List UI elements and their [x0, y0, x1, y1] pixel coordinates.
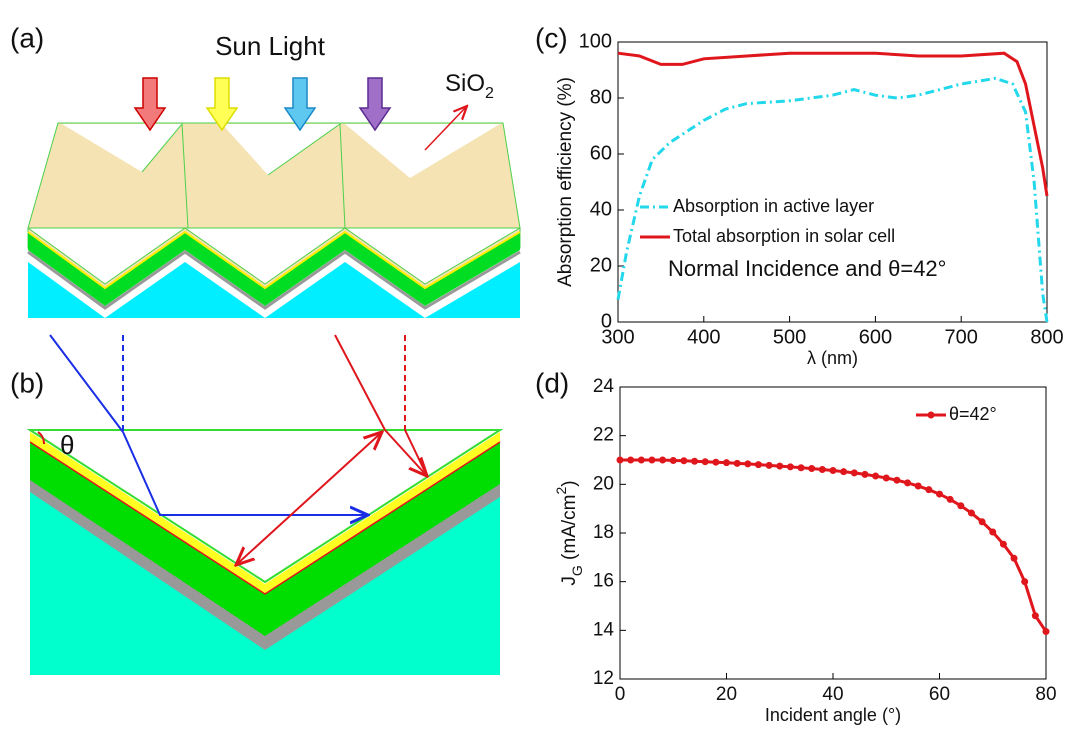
series-marker — [1010, 554, 1018, 562]
series-marker — [701, 458, 709, 466]
panel-label: (b) — [10, 367, 44, 398]
y-label-part: ) — [559, 480, 580, 486]
series-marker — [797, 464, 805, 472]
series-marker — [786, 463, 794, 471]
series-marker — [627, 456, 635, 464]
y-tick-label: 80 — [590, 86, 612, 108]
series-marker — [712, 458, 720, 466]
x-tick-label: 300 — [601, 326, 634, 348]
y-tick-label: 0 — [601, 310, 612, 332]
series-marker — [967, 509, 975, 517]
x-tick-label: 80 — [1035, 684, 1056, 705]
plot-frame — [617, 41, 1048, 323]
sio2-label: SiO2 — [445, 70, 494, 101]
series-line — [617, 51, 1049, 197]
series-marker — [999, 540, 1007, 548]
x-tick-label: 40 — [822, 684, 843, 705]
series-line — [620, 458, 1048, 633]
x-axis-label: Incident angle (°) — [765, 705, 901, 725]
series-marker — [808, 465, 816, 473]
x-tick-label: 500 — [773, 326, 806, 348]
panel-label: (c) — [535, 22, 568, 53]
legend-label: Total absorption in solar cell — [673, 226, 895, 246]
series-marker — [989, 528, 997, 536]
x-tick-label: 800 — [1030, 326, 1063, 348]
series-marker — [744, 460, 752, 468]
sun-light-label: Sun Light — [215, 31, 326, 61]
series-marker — [669, 456, 677, 464]
y-tick-label: 24 — [593, 376, 615, 397]
x-tick-label: 600 — [859, 326, 892, 348]
panel-label: (d) — [535, 367, 569, 398]
y-axis-label: Absorption efficiency (%) — [555, 77, 576, 287]
annotation: Normal Incidence and θ=42° — [668, 256, 946, 281]
series-marker — [957, 502, 965, 510]
y-tick-label: 60 — [590, 142, 612, 164]
series-marker — [723, 459, 730, 467]
series-marker — [893, 476, 901, 484]
y-label-subscript: G — [569, 565, 585, 576]
sio2-subscript: 2 — [485, 85, 494, 102]
series-marker — [1021, 578, 1029, 586]
series-marker — [872, 472, 880, 480]
series-marker — [850, 469, 858, 477]
series-marker — [754, 461, 762, 469]
y-tick-label: 100 — [579, 30, 612, 52]
y-label-part: (mA/cm — [559, 495, 580, 566]
series-marker — [637, 456, 645, 464]
legend-label: Absorption in active layer — [673, 196, 874, 216]
x-tick-label: 0 — [615, 684, 626, 705]
panel-label: (a) — [10, 22, 44, 53]
y-tick-label: 20 — [593, 473, 614, 494]
series-marker — [648, 456, 656, 464]
y-tick-label: 18 — [593, 522, 614, 543]
sio2-text: SiO — [445, 70, 485, 97]
series-marker — [616, 456, 624, 464]
panel-a-diagram — [27, 77, 521, 318]
series-marker — [861, 470, 869, 478]
series-marker — [829, 466, 837, 474]
y-tick-label: 14 — [593, 619, 615, 640]
x-tick-label: 60 — [929, 684, 950, 705]
series-marker — [946, 495, 954, 503]
panel-b-diagram — [26, 334, 504, 675]
legend-marker — [927, 411, 935, 419]
y-tick-label: 40 — [590, 198, 612, 220]
series-marker — [914, 482, 922, 490]
y-tick-label: 22 — [593, 425, 614, 446]
series-marker — [733, 459, 741, 467]
x-axis-label: λ (nm) — [807, 348, 858, 368]
series-marker — [776, 462, 784, 470]
series-line — [616, 76, 1049, 323]
series-marker — [1042, 628, 1050, 636]
series-marker — [936, 490, 943, 498]
series-marker — [882, 474, 890, 482]
y-tick-label: 12 — [593, 668, 614, 689]
series-marker — [1031, 612, 1039, 620]
series-marker — [840, 468, 848, 476]
plot-frame — [619, 386, 1047, 680]
series-marker — [818, 465, 826, 473]
legend-label: θ=42° — [949, 404, 997, 424]
series-marker — [680, 457, 688, 465]
x-tick-label: 400 — [687, 326, 720, 348]
y-label-part: J — [559, 576, 580, 586]
theta-label: θ — [60, 430, 74, 460]
series-marker — [691, 457, 699, 465]
x-tick-label: 700 — [945, 326, 978, 348]
series-marker — [904, 479, 912, 487]
y-tick-label: 20 — [590, 254, 612, 276]
y-tick-label: 16 — [593, 571, 614, 592]
series-marker — [765, 461, 773, 469]
series-marker — [925, 486, 933, 494]
x-tick-label: 20 — [716, 684, 737, 705]
series-marker — [659, 456, 667, 464]
y-axis-label: JG (mA/cm2) — [553, 480, 585, 585]
y-label-superscript: 2 — [553, 487, 569, 495]
series-marker — [978, 518, 986, 526]
